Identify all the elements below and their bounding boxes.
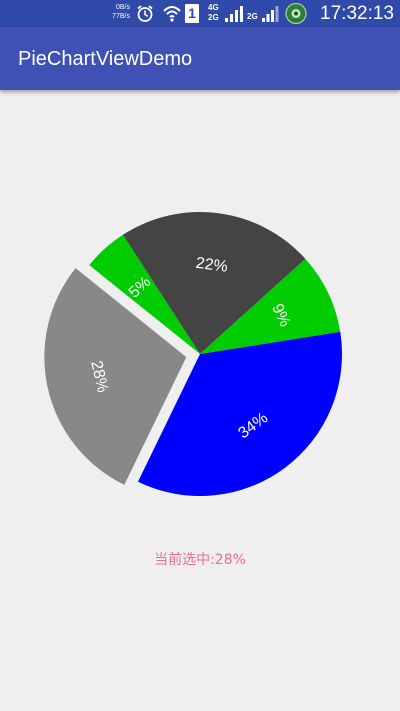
download-speed: 0B/s (115, 4, 130, 11)
app-bar: PieChartViewDemo (0, 27, 400, 90)
app-title: PieChartViewDemo (18, 48, 193, 70)
network-type-primary: 4G (208, 3, 219, 12)
signal-icon (262, 6, 279, 22)
alarm-icon (137, 5, 153, 22)
pie-slice[interactable] (44, 268, 187, 485)
network-type-tertiary: 2G (247, 12, 258, 21)
status-clock: 17:32:13 (320, 3, 394, 24)
pie-slice[interactable] (200, 258, 341, 354)
slice-label: 22% (195, 255, 229, 276)
sim-slot-badge: 1 (185, 4, 199, 23)
status-bar: 0B/s 77B/s 1 4G 2G 2G 17:32:13 (0, 0, 400, 27)
pie-slice[interactable] (122, 212, 306, 354)
upload-speed: 77B/s (112, 13, 130, 20)
signal-icon (225, 6, 243, 22)
slice-label: 28% (87, 359, 111, 394)
selected-slice-text: 当前选中:28% (154, 552, 246, 568)
pie-slice[interactable] (89, 234, 200, 354)
network-speed: 0B/s 77B/s (102, 3, 130, 21)
wifi-icon (163, 6, 181, 22)
network-type-secondary: 2G (208, 13, 219, 22)
pie-slice[interactable] (137, 331, 342, 496)
app-notification-icon (285, 2, 307, 25)
pie-chart[interactable]: 34%28%5%22%9% (0, 90, 400, 530)
